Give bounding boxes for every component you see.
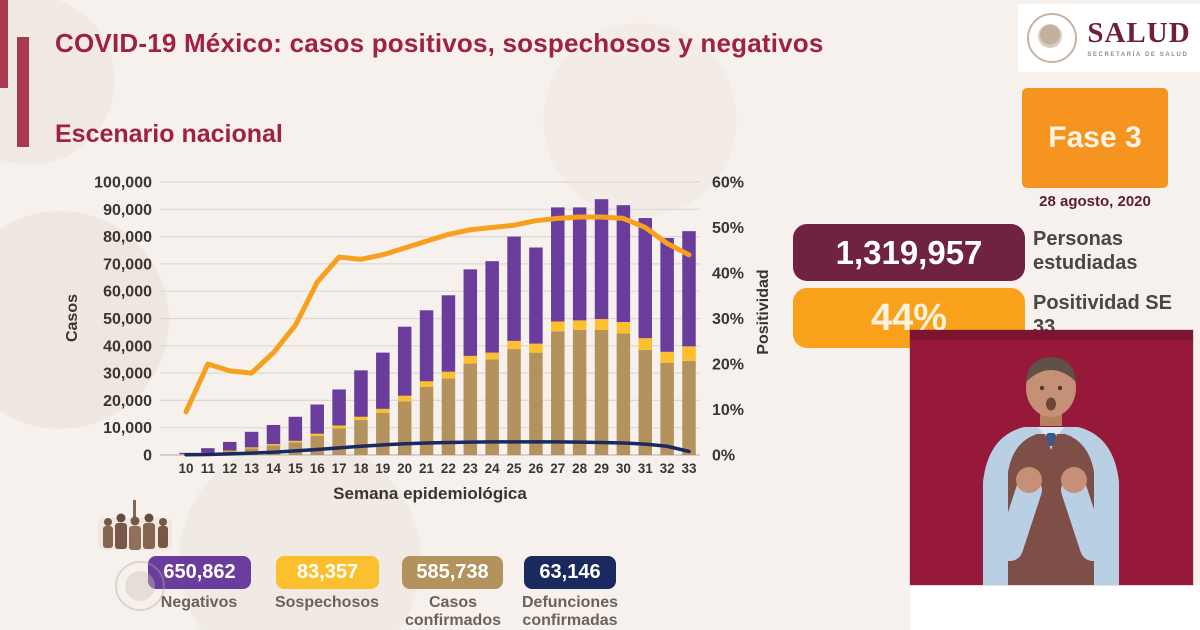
- sign-language-video: [910, 330, 1193, 585]
- sign-language-interpreter: [910, 330, 1193, 585]
- svg-text:27: 27: [550, 461, 565, 476]
- svg-text:50,000: 50,000: [103, 311, 152, 328]
- svg-text:19: 19: [375, 461, 390, 476]
- legend-caption-negativos: Negativos: [160, 594, 238, 611]
- svg-text:30,000: 30,000: [103, 366, 152, 383]
- legend-badge-confirmados: 585,738: [402, 556, 503, 589]
- svg-text:90,000: 90,000: [103, 202, 152, 219]
- title-accent-bar: [17, 37, 29, 147]
- svg-text:21: 21: [419, 461, 435, 476]
- svg-text:23: 23: [463, 461, 479, 476]
- legend-caption-confirmados: Casos confirmados: [404, 594, 501, 630]
- svg-text:33: 33: [681, 461, 697, 476]
- svg-text:12: 12: [222, 461, 237, 476]
- corner-accent-strip: [0, 0, 8, 88]
- salud-logo: SALUD SECRETARÍA DE SALUD: [1018, 4, 1200, 72]
- svg-text:15: 15: [288, 461, 304, 476]
- legend-badge-sospechosos: 83,357: [276, 556, 379, 589]
- svg-text:10,000: 10,000: [103, 420, 152, 437]
- logo-name: SALUD: [1087, 16, 1191, 49]
- epidemic-week-chart: Casos Positividad Semana epidemiológica …: [64, 175, 772, 504]
- watermark-seal-icon: [115, 561, 165, 611]
- page-title: COVID-19 México: casos positivos, sospec…: [55, 28, 824, 58]
- persons-studied-label: Personas estudiadas: [1033, 228, 1138, 274]
- video-margin: [910, 585, 1200, 630]
- svg-text:25: 25: [507, 461, 523, 476]
- svg-text:11: 11: [201, 461, 216, 476]
- legend-badge-negativos: 650,862: [148, 556, 251, 589]
- svg-text:10%: 10%: [712, 402, 744, 419]
- svg-text:22: 22: [441, 461, 456, 476]
- positivity-badge: 44%: [793, 288, 1025, 348]
- logo-subname: SECRETARÍA DE SALUD: [1087, 51, 1189, 58]
- svg-text:70,000: 70,000: [103, 256, 152, 273]
- svg-text:13: 13: [244, 461, 260, 476]
- svg-text:18: 18: [353, 461, 369, 476]
- svg-text:31: 31: [638, 461, 654, 476]
- legend-badge-defunciones: 63,146: [524, 556, 616, 589]
- y-axis-title: Casos: [64, 294, 81, 342]
- svg-text:32: 32: [660, 461, 675, 476]
- svg-text:20: 20: [397, 461, 412, 476]
- phase-badge: Fase 3: [1022, 88, 1168, 188]
- svg-text:40%: 40%: [712, 266, 744, 283]
- legend-caption-sospechosos: Sospechosos: [274, 594, 380, 611]
- svg-text:24: 24: [485, 461, 501, 476]
- svg-text:0: 0: [143, 448, 152, 465]
- section-title: Escenario nacional: [55, 120, 283, 148]
- svg-text:60,000: 60,000: [103, 284, 152, 301]
- legend-caption-defunciones: Defunciones confirmadas: [521, 594, 618, 630]
- svg-text:40,000: 40,000: [103, 338, 152, 355]
- svg-text:30: 30: [616, 461, 631, 476]
- svg-text:0%: 0%: [712, 448, 735, 465]
- historical-figures-art: [98, 500, 172, 550]
- svg-text:20%: 20%: [712, 357, 744, 374]
- persons-studied-badge: 1,319,957: [793, 224, 1025, 281]
- svg-text:16: 16: [310, 461, 326, 476]
- svg-text:26: 26: [528, 461, 544, 476]
- svg-text:20,000: 20,000: [103, 393, 152, 410]
- svg-text:50%: 50%: [712, 220, 744, 237]
- phase-label: Fase 3: [1048, 121, 1142, 154]
- svg-text:100,000: 100,000: [94, 175, 152, 192]
- svg-text:28: 28: [572, 461, 588, 476]
- svg-text:10: 10: [178, 461, 193, 476]
- svg-text:29: 29: [594, 461, 609, 476]
- government-seal-icon: [1027, 13, 1078, 63]
- svg-text:30%: 30%: [712, 311, 744, 328]
- svg-text:80,000: 80,000: [103, 229, 152, 246]
- svg-text:60%: 60%: [712, 175, 744, 192]
- y2-axis-title: Positividad: [755, 269, 772, 354]
- svg-text:17: 17: [332, 461, 347, 476]
- svg-text:14: 14: [266, 461, 282, 476]
- x-axis-title: Semana epidemiológica: [333, 484, 527, 503]
- report-date: 28 agosto, 2020: [1039, 193, 1151, 210]
